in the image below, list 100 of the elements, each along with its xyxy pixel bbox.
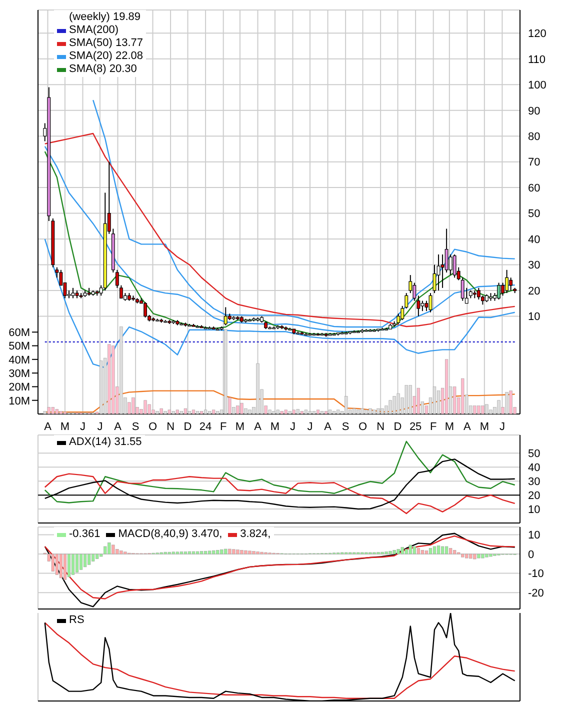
x-tick-label: M [444, 420, 454, 433]
bar [428, 548, 432, 554]
bar [268, 410, 272, 414]
legend-label: SMA(50) 13.77 [69, 37, 143, 50]
y2-tick-label: 50M [8, 340, 30, 353]
bar [108, 542, 111, 554]
bar [300, 411, 304, 414]
bar [79, 554, 83, 570]
bar [272, 411, 276, 414]
line-series [44, 473, 516, 514]
bar [469, 554, 472, 559]
y-tick-label: 30 [528, 476, 540, 488]
bar [212, 410, 216, 414]
bar [384, 552, 388, 554]
y-tick-label: 100 [528, 80, 546, 92]
bar [376, 408, 380, 414]
y-tick-label: 50 [528, 208, 540, 220]
candlestick [497, 282, 500, 300]
bar [240, 402, 244, 414]
bar [440, 546, 444, 554]
bar [200, 551, 204, 554]
x-tick-label: O [358, 420, 368, 433]
bar [316, 410, 320, 414]
y-tick-label: 80 [528, 130, 540, 143]
bar [356, 410, 360, 414]
bar [236, 406, 240, 414]
bar [328, 410, 332, 414]
bar [284, 410, 288, 414]
x-tick-label: 25 [409, 420, 422, 433]
bar [188, 411, 192, 414]
x-tick-label: A [114, 420, 122, 433]
bar [497, 400, 500, 414]
bar [453, 550, 456, 554]
bar [204, 550, 208, 554]
y-tick-label: 60 [528, 182, 540, 194]
x-tick-label: N [376, 420, 385, 433]
y-tick-label: -10 [528, 568, 544, 580]
y-tick-label: 90 [528, 105, 540, 118]
y2-tick-label: 10M [8, 395, 30, 408]
bar [192, 410, 196, 414]
bar [196, 551, 200, 554]
bar [96, 554, 99, 559]
y-tick-label: 50 [528, 448, 540, 460]
candlestick [509, 277, 513, 291]
bar [336, 410, 340, 414]
x-tick-label: A [254, 420, 262, 433]
bar [63, 554, 67, 580]
bar [344, 396, 348, 414]
bar [164, 411, 167, 414]
bar [180, 411, 184, 414]
legend-label: RS [69, 614, 84, 627]
x-tick-label: 24 [199, 420, 212, 433]
y-tick-label: 20 [528, 285, 540, 298]
bar [465, 554, 468, 558]
y2-tick-label: 40M [8, 354, 30, 366]
bar [388, 550, 392, 554]
bar [112, 544, 115, 554]
bar [168, 410, 171, 414]
bar [248, 410, 252, 414]
legend-label: SMA(8) 20.30 [69, 63, 137, 76]
bar [380, 408, 384, 414]
bar [100, 360, 103, 414]
x-tick-label: J [499, 420, 505, 433]
chart-title: (weekly) 19.89 [68, 11, 142, 24]
bar [192, 551, 196, 554]
bar [248, 550, 252, 554]
x-tick-label: J [80, 420, 86, 433]
bar [481, 554, 484, 558]
candlestick [224, 306, 228, 326]
bar [208, 411, 212, 414]
bar [252, 551, 256, 554]
y-tick-label: 40 [528, 234, 540, 246]
y2-tick-label: 30M [8, 368, 30, 380]
legend-label: ADX(14) 31.55 [69, 436, 142, 449]
bar [432, 386, 436, 414]
bar [412, 546, 416, 554]
bar [204, 410, 208, 414]
bar [55, 409, 58, 414]
x-tick-label: J [307, 420, 313, 433]
candlestick [452, 254, 456, 278]
bar [304, 410, 308, 414]
x-tick-label: N [166, 420, 175, 433]
x-tick-label: D [184, 420, 192, 433]
y-tick-label: 10 [528, 504, 540, 516]
bar [296, 409, 300, 414]
bar [148, 404, 151, 414]
bar [120, 550, 123, 554]
candlestick [115, 269, 119, 288]
bar [392, 550, 396, 554]
y2-tick-label: 60M [8, 327, 30, 340]
bar [176, 410, 179, 414]
y-tick-label: 10 [528, 530, 540, 542]
candlestick [144, 302, 148, 318]
y-tick-label: 70 [528, 156, 540, 169]
candlestick [119, 284, 123, 299]
bar [160, 408, 163, 414]
x-tick-label: J [290, 420, 296, 433]
bar [308, 411, 312, 414]
bar [216, 411, 220, 414]
x-tick-label: O [148, 420, 158, 433]
